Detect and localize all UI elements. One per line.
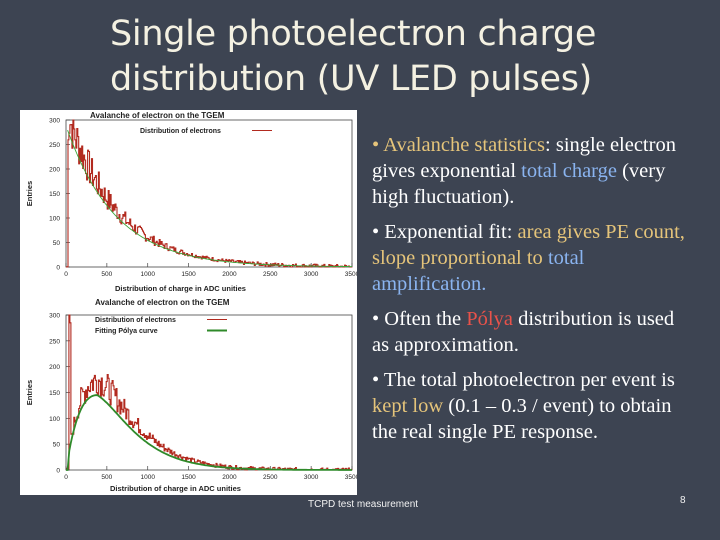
bullet-segment: • Often the: [372, 308, 467, 330]
bullet-segment: total charge: [521, 160, 617, 182]
y-tick-label: 300: [49, 313, 60, 320]
bullet-item: • The total photoelectron per event is k…: [372, 367, 692, 445]
slide-title-line-2: distribution (UV LED pulses): [110, 59, 592, 99]
bullet-list: • Avalanche statistics: single electron …: [372, 132, 692, 454]
bullet-segment: total amplification.: [372, 247, 585, 295]
x-tick-label: 500: [101, 474, 112, 481]
exponential-histogram-svg: Avalanche of electron on the TGEM 0 50 100 1…: [25, 111, 357, 293]
bullet-segment: • Exponential fit:: [372, 221, 518, 243]
legend-label-data: Distribution of electrons: [140, 128, 221, 135]
y-tick-label: 0: [56, 468, 60, 475]
exponential-histogram-plot: Avalanche of electron on the TGEM 0 50 100 1…: [20, 110, 357, 295]
bullet-segment: : single electron gives exponential: [372, 134, 676, 182]
fit-curve: [66, 394, 352, 471]
y-tick-label: 300: [49, 118, 60, 125]
bullet-segment: distribution is used as approximation.: [372, 308, 675, 356]
x-tick-label: 2500: [263, 474, 278, 481]
bullet-segment: (very high fluctuation).: [372, 160, 666, 208]
y-axis-label: Entries: [25, 181, 34, 206]
bullet-segment: (0.1 – 0.3 / event) to obtain the real s…: [372, 395, 672, 443]
slide-title-line-1: Single photoelectron charge: [110, 14, 597, 54]
y-tick-label: 0: [56, 265, 60, 272]
x-axis-label: Distribution of charge in ADC unities: [115, 284, 246, 293]
bullet-segment: kept low: [372, 395, 444, 417]
x-tick-label: 3500: [345, 271, 357, 278]
x-tick-label: 1500: [181, 271, 196, 278]
legend-label-data: Distribution of electrons: [95, 317, 176, 324]
y-tick-label: 200: [49, 167, 60, 174]
chart-title: Avalanche of electron on the TGEM: [90, 111, 225, 120]
chart-title: Avalanche of electron on the TGEM: [95, 298, 230, 307]
y-tick-label: 100: [49, 416, 60, 423]
slide-title: Single photoelectron charge distribution…: [110, 12, 710, 102]
y-tick-label: 50: [53, 442, 61, 449]
bullet-segment: • Avalanche statistics: [372, 134, 546, 156]
y-tick-label: 200: [49, 364, 60, 371]
x-tick-label: 1000: [140, 474, 155, 481]
y-tick-label: 150: [49, 390, 60, 397]
y-tick-label: 100: [49, 216, 60, 223]
bullet-segment: area gives PE count, slope proportional …: [372, 221, 685, 269]
data-histogram-series: [66, 119, 353, 268]
x-tick-label: 3500: [345, 474, 357, 481]
bullet-segment: • The total photoelectron per event is: [372, 369, 675, 391]
bullet-item: • Exponential fit: area gives PE count, …: [372, 219, 692, 297]
footer-text: TCPD test measurement: [308, 499, 419, 510]
y-tick-label: 150: [49, 191, 60, 198]
y-tick-label: 50: [53, 240, 61, 247]
y-tick-label: 250: [49, 142, 60, 149]
x-tick-label: 0: [64, 474, 68, 481]
x-tick-label: 2000: [222, 271, 237, 278]
x-tick-label: 1000: [140, 271, 155, 278]
x-tick-label: 2000: [222, 474, 237, 481]
x-tick-label: 1500: [181, 474, 196, 481]
data-histogram-series: [66, 314, 353, 471]
bullet-item: • Often the Pólya distribution is used a…: [372, 306, 692, 358]
x-tick-label: 500: [101, 271, 112, 278]
y-axis-label: Entries: [25, 380, 34, 405]
page-number: 8: [680, 495, 686, 506]
bullet-segment: Pólya: [466, 308, 513, 330]
x-tick-label: 3000: [304, 474, 319, 481]
fit-curve: [67, 130, 352, 268]
x-tick-label: 3000: [304, 271, 319, 278]
legend-label-fit: Fitting Pólya curve: [95, 328, 158, 335]
x-axis-label: Distribution of charge in ADC unities: [110, 484, 241, 493]
polya-histogram-svg: Avalanche of electron on the TGEM 0 50 100 1…: [25, 298, 357, 493]
x-tick-label: 2500: [263, 271, 278, 278]
bullet-item: • Avalanche statistics: single electron …: [372, 132, 692, 210]
polya-histogram-plot: Avalanche of electron on the TGEM 0 50 100 1…: [20, 295, 357, 495]
y-tick-label: 250: [49, 338, 60, 345]
x-tick-label: 0: [64, 271, 68, 278]
